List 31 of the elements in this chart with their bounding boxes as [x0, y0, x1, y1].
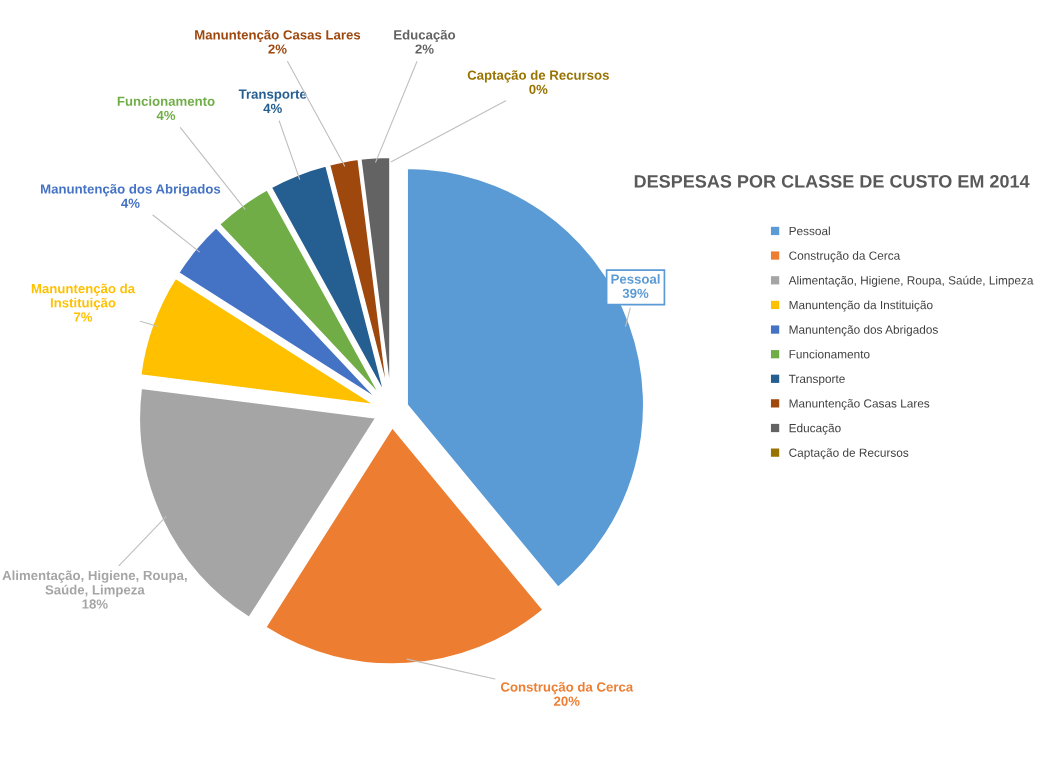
legend-label: Alimentação, Higiene, Roupa, Saúde, Limpeza [788, 275, 1034, 287]
legend-label: Manuntenção da Instituição [789, 300, 933, 312]
legend-label: Pessoal [789, 226, 830, 236]
legend-label: Funcionamento [789, 349, 870, 359]
legend-label: Educação [789, 423, 841, 435]
slice-label: Educação [394, 29, 456, 43]
slice-label: Transporte [238, 89, 307, 102]
slice-label: Manuntenção dos Abrigados [41, 183, 221, 197]
slice-label: Funcionamento [117, 96, 215, 106]
data-label: 4% [263, 103, 282, 113]
data-label: 20% [554, 696, 580, 706]
data-label: 39% [622, 288, 649, 298]
data-label: 2% [268, 44, 287, 54]
data-label: 4% [156, 110, 176, 121]
slice-label: Construção da Cerca [500, 681, 634, 695]
data-label: 7% [74, 312, 93, 322]
slice-label: Manuntenção da Instituição [31, 283, 136, 311]
legend-label: Manuntenção Casas Lares [789, 399, 930, 410]
slice-label: Manuntenção Casas Lares [195, 29, 361, 43]
category-label: Captação de Recursos [467, 70, 609, 83]
text: DESPESAS POR CLASSE DE CUSTO EM 2014 [634, 174, 1030, 188]
data-label: 2% [415, 44, 434, 54]
legend-label: Construção da Cerca [789, 251, 901, 263]
data-label: 18% [82, 599, 108, 609]
data-label: 4% [121, 198, 140, 208]
legend-label: Transporte [788, 374, 845, 386]
legend-label: Captação de Recursos [789, 448, 909, 460]
legend-label: Manuntenção dos Abrigados [789, 325, 938, 337]
slice-label: Pessoal [611, 274, 660, 284]
text: 0% [529, 84, 548, 95]
slice-label: Alimentação, Higiene, Roupa, Saúde, Limpeza [2, 570, 187, 598]
